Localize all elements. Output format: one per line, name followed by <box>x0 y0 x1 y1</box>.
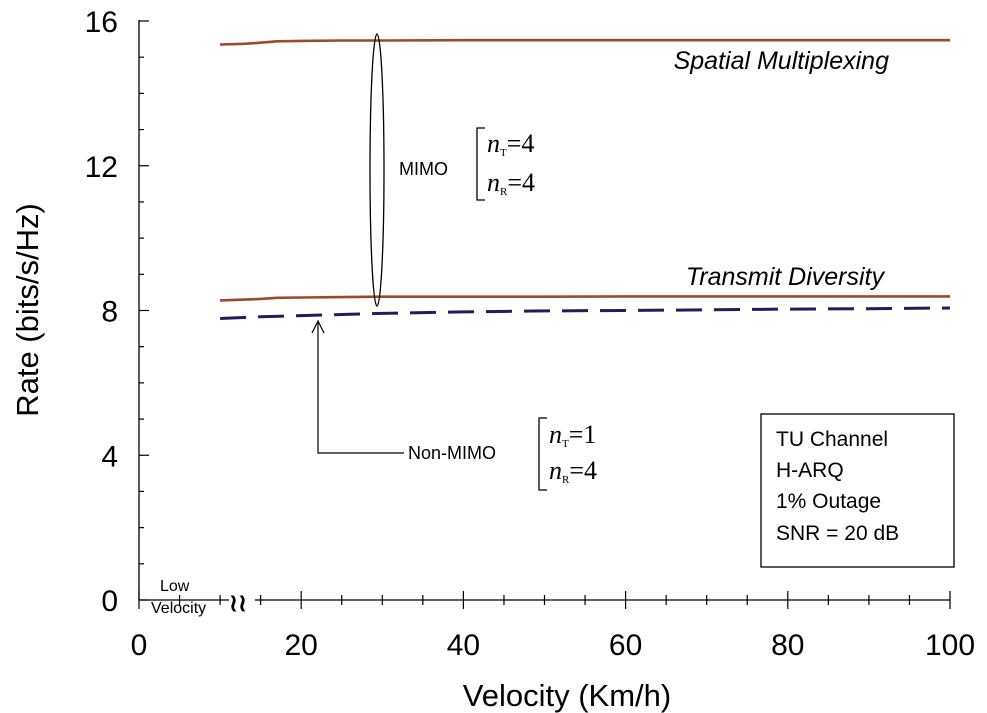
x-tick-label: 40 <box>447 629 480 662</box>
mimo-nr: nR=4 <box>487 168 535 198</box>
mimo-ellipse <box>369 33 385 307</box>
transmit-diversity-label: Transmit Diversity <box>686 263 886 291</box>
mimo-nt: nT=4 <box>487 129 534 159</box>
non-mimo-label: Non-MIMO <box>408 443 496 463</box>
axis-ticks <box>138 20 951 609</box>
non-mimo-nr: nR=4 <box>549 456 597 486</box>
x-tick-label: 80 <box>771 629 804 662</box>
series-group <box>220 38 951 320</box>
mimo-bracket <box>476 127 485 201</box>
y-axis-title: Rate (bits/s/Hz) <box>10 203 45 417</box>
info-line-2: H-ARQ <box>776 459 844 482</box>
axis-break-icon: ≀≀ <box>229 590 247 617</box>
non-mimo-leader-line <box>317 323 404 454</box>
axis-break-mask <box>229 588 255 610</box>
x-tick-labels: 0 20 40 60 80 100 <box>131 629 975 662</box>
x-tick-label: 20 <box>285 629 318 662</box>
info-box <box>760 413 955 568</box>
mimo-label: MIMO <box>399 159 448 179</box>
low-velocity-label-line2: Velocity <box>151 600 206 617</box>
y-tick-label: 8 <box>101 296 118 329</box>
spatial-multiplexing-label: Spatial Multiplexing <box>674 47 889 75</box>
y-tick-label: 4 <box>101 440 118 473</box>
y-tick-label: 12 <box>85 151 118 184</box>
y-tick-label: 0 <box>101 585 118 618</box>
x-tick-label: 100 <box>925 629 975 662</box>
x-tick-label: 0 <box>131 629 148 662</box>
non-mimo-bracket <box>538 417 547 491</box>
series-line-non-mimo <box>220 306 951 320</box>
series-line-spatial-multiplexing <box>220 38 950 46</box>
x-tick-label: 60 <box>609 629 642 662</box>
info-line-4: SNR = 20 dB <box>776 522 899 545</box>
non-mimo-arrowhead <box>311 319 325 334</box>
series-line-transmit-diversity <box>220 295 950 302</box>
x-axis-title: Velocity (Km/h) <box>463 678 671 713</box>
info-line-3: 1% Outage <box>776 490 881 513</box>
y-tick-label: 16 <box>85 6 118 39</box>
info-line-1: TU Channel <box>776 428 888 451</box>
y-tick-labels: 0 4 8 12 16 <box>85 6 118 618</box>
non-mimo-nt: nT=1 <box>549 420 596 450</box>
low-velocity-label-line1: Low <box>160 578 190 595</box>
